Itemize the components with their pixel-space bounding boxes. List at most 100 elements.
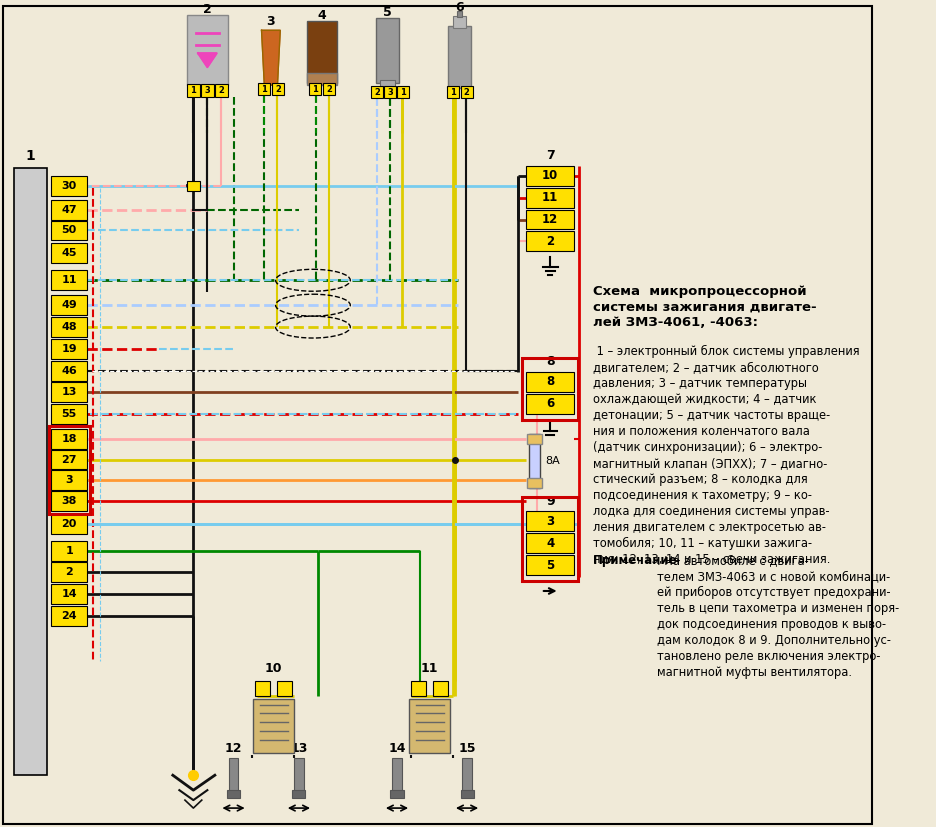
Text: 1: 1 <box>190 86 197 95</box>
Text: 2: 2 <box>374 88 380 97</box>
Bar <box>461 86 473 98</box>
Text: 24: 24 <box>62 611 77 621</box>
Text: 1: 1 <box>400 88 406 97</box>
Bar <box>526 555 575 575</box>
Bar <box>461 790 474 798</box>
Text: 5: 5 <box>383 6 392 19</box>
Bar <box>462 758 472 793</box>
Bar <box>384 86 396 98</box>
Bar <box>526 511 575 531</box>
Text: 3: 3 <box>66 476 73 485</box>
Text: 11: 11 <box>542 191 558 204</box>
Text: 2: 2 <box>275 84 281 93</box>
Bar <box>522 497 578 581</box>
Text: 1 – электронный блок системы управления
двигателем; 2 – датчик абсолютного
давле: 1 – электронный блок системы управления … <box>593 345 860 566</box>
Bar <box>257 83 270 95</box>
Bar <box>526 209 575 229</box>
Text: 27: 27 <box>62 455 77 465</box>
Bar <box>527 479 542 489</box>
Text: 13: 13 <box>62 387 77 397</box>
Bar <box>526 165 575 186</box>
Bar <box>51 382 87 402</box>
Bar <box>253 699 294 753</box>
Text: 3: 3 <box>204 86 211 95</box>
Text: Примечание: Примечание <box>593 554 678 567</box>
Bar <box>51 317 87 337</box>
Bar <box>51 339 87 359</box>
Text: 1: 1 <box>66 546 73 556</box>
Text: 8: 8 <box>546 375 554 389</box>
Polygon shape <box>198 53 217 67</box>
Bar <box>294 758 303 793</box>
Text: 11: 11 <box>421 662 438 675</box>
Bar <box>187 84 200 97</box>
Text: 11: 11 <box>62 275 77 285</box>
Bar <box>51 491 87 511</box>
Text: 14: 14 <box>62 589 77 599</box>
Text: 10: 10 <box>265 662 283 675</box>
Bar <box>271 83 284 95</box>
Text: 2: 2 <box>327 84 332 93</box>
Bar <box>433 681 448 696</box>
Bar <box>526 188 575 208</box>
Text: 49: 49 <box>61 300 77 310</box>
Text: 2: 2 <box>218 86 225 95</box>
Bar <box>409 699 450 753</box>
Bar <box>51 584 87 604</box>
Bar <box>390 790 403 798</box>
Text: 3: 3 <box>388 88 393 97</box>
Text: 45: 45 <box>62 248 77 258</box>
Bar <box>453 17 466 28</box>
Bar <box>323 83 335 95</box>
Bar <box>307 22 337 83</box>
Bar <box>51 471 87 490</box>
Bar <box>215 84 228 97</box>
Text: 1: 1 <box>449 88 456 97</box>
Bar <box>309 83 321 95</box>
Bar <box>51 221 87 241</box>
Bar <box>392 758 402 793</box>
Bar <box>307 73 337 85</box>
Text: 12: 12 <box>542 213 558 226</box>
Bar <box>51 199 87 219</box>
Text: 2: 2 <box>203 3 212 16</box>
Bar <box>397 86 409 98</box>
Text: 4: 4 <box>546 537 554 550</box>
Text: 38: 38 <box>62 496 77 506</box>
Text: 4: 4 <box>318 9 327 22</box>
Bar <box>411 681 426 696</box>
Text: 3: 3 <box>267 15 275 28</box>
Bar <box>14 168 47 775</box>
Text: 8: 8 <box>546 356 554 369</box>
Text: 6: 6 <box>455 1 464 14</box>
Text: 20: 20 <box>62 519 77 529</box>
Bar <box>51 361 87 381</box>
Bar <box>292 790 305 798</box>
Bar <box>51 606 87 626</box>
Bar <box>446 86 459 98</box>
Polygon shape <box>261 31 280 85</box>
Bar <box>51 450 87 470</box>
Text: 5: 5 <box>546 558 554 571</box>
Bar <box>277 681 292 696</box>
Bar <box>371 86 383 98</box>
Text: 7: 7 <box>546 150 554 162</box>
Bar <box>49 426 90 514</box>
Bar <box>51 562 87 582</box>
Text: 1: 1 <box>313 84 318 93</box>
Bar <box>201 84 214 97</box>
Bar <box>51 295 87 315</box>
Text: 30: 30 <box>62 180 77 191</box>
Text: 47: 47 <box>62 204 77 214</box>
Bar <box>526 232 575 251</box>
Bar <box>51 514 87 534</box>
Bar <box>51 428 87 448</box>
Text: 12: 12 <box>225 742 242 755</box>
Bar <box>526 394 575 414</box>
Text: 15: 15 <box>459 742 475 755</box>
Text: 50: 50 <box>62 226 77 236</box>
Text: 3: 3 <box>546 514 554 528</box>
Text: 10: 10 <box>542 170 558 182</box>
Bar <box>457 12 462 17</box>
Bar <box>526 533 575 553</box>
